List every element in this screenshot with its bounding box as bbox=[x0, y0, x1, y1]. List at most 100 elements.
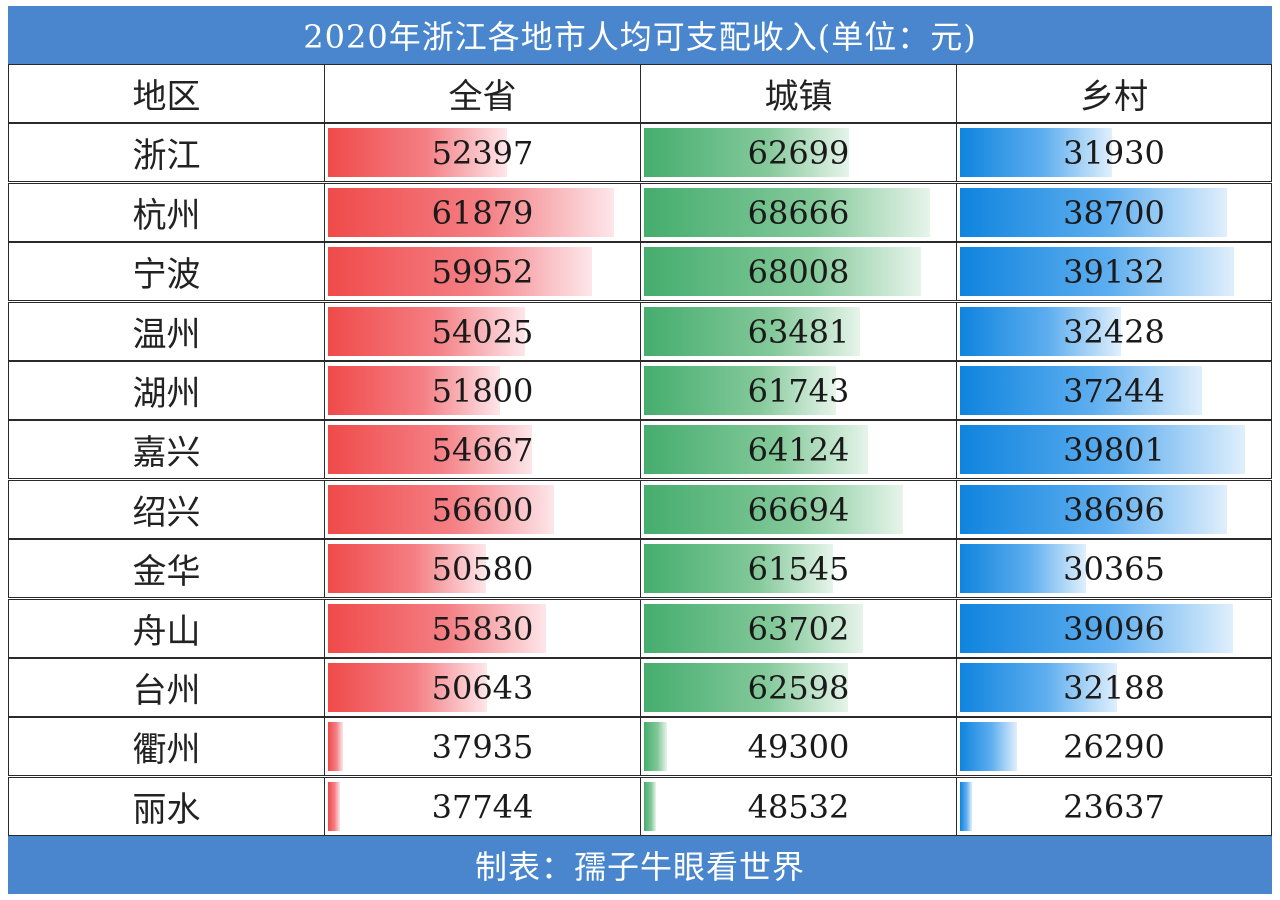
data-bar-urban bbox=[644, 663, 848, 712]
income-table-chart: 2020年浙江各地市人均可支配收入(单位：元) 地区 全省 城镇 乡村 浙江 52397 6… bbox=[8, 6, 1272, 894]
data-bar-rural bbox=[960, 604, 1233, 653]
data-cell-urban: 62598 bbox=[640, 658, 957, 717]
value-label-rural: 23637 bbox=[1063, 787, 1165, 826]
data-bar-rural bbox=[960, 307, 1121, 356]
data-bar-rural bbox=[960, 188, 1227, 237]
data-cell-rural: 39096 bbox=[956, 599, 1272, 658]
column-header-rural: 乡村 bbox=[956, 64, 1272, 123]
value-label-rural: 32428 bbox=[1063, 312, 1165, 351]
value-label-rural: 31930 bbox=[1063, 133, 1165, 172]
value-label-province: 59952 bbox=[431, 252, 534, 291]
data-bar-province bbox=[328, 544, 486, 593]
data-bar-urban bbox=[644, 128, 849, 177]
chart-footer: 制表：孺子牛眼看世界 bbox=[8, 836, 1272, 894]
value-label-rural: 26290 bbox=[1063, 727, 1165, 766]
value-label-province: 37935 bbox=[431, 727, 534, 766]
value-label-urban: 49300 bbox=[747, 727, 850, 766]
data-cell-province: 37744 bbox=[324, 777, 641, 836]
region-label: 嘉兴 bbox=[8, 420, 325, 479]
data-bar-province bbox=[328, 188, 614, 237]
data-cell-rural: 38700 bbox=[956, 183, 1272, 242]
region-label: 杭州 bbox=[8, 183, 325, 242]
data-bar-province bbox=[328, 307, 525, 356]
data-bar-rural bbox=[960, 722, 1017, 771]
column-header-region: 地区 bbox=[8, 64, 325, 123]
data-bar-rural bbox=[960, 782, 972, 831]
value-label-province: 54667 bbox=[431, 430, 534, 469]
data-bar-urban bbox=[644, 247, 921, 296]
data-cell-urban: 63702 bbox=[640, 599, 957, 658]
value-label-urban: 63702 bbox=[747, 609, 850, 648]
data-cell-province: 61879 bbox=[324, 183, 641, 242]
region-label: 衢州 bbox=[8, 717, 325, 776]
value-label-province: 55830 bbox=[431, 609, 534, 648]
region-label: 舟山 bbox=[8, 599, 325, 658]
data-bar-rural bbox=[960, 485, 1227, 534]
value-label-rural: 38696 bbox=[1063, 490, 1165, 529]
data-cell-urban: 68666 bbox=[640, 183, 957, 242]
value-label-rural: 30365 bbox=[1063, 549, 1165, 588]
value-label-urban: 68666 bbox=[747, 193, 850, 232]
data-cell-urban: 62699 bbox=[640, 123, 957, 182]
data-bar-urban bbox=[644, 188, 930, 237]
data-bar-urban bbox=[644, 425, 868, 474]
data-bar-urban bbox=[644, 307, 860, 356]
value-label-urban: 62598 bbox=[747, 668, 850, 707]
data-bar-province bbox=[328, 604, 546, 653]
data-cell-province: 59952 bbox=[324, 242, 641, 301]
data-cell-rural: 26290 bbox=[956, 717, 1272, 776]
data-bar-province bbox=[328, 366, 500, 415]
value-label-urban: 63481 bbox=[747, 312, 850, 351]
value-label-province: 50643 bbox=[431, 668, 534, 707]
data-bar-province bbox=[328, 663, 487, 712]
value-label-province: 37744 bbox=[431, 787, 534, 826]
data-cell-urban: 68008 bbox=[640, 242, 957, 301]
data-bar-urban bbox=[644, 544, 833, 593]
data-cell-province: 55830 bbox=[324, 599, 641, 658]
value-label-province: 51800 bbox=[431, 371, 534, 410]
value-label-urban: 48532 bbox=[747, 787, 850, 826]
data-bar-rural bbox=[960, 366, 1202, 415]
value-label-urban: 62699 bbox=[747, 133, 850, 172]
value-label-province: 61879 bbox=[431, 193, 534, 232]
data-bar-rural bbox=[960, 128, 1112, 177]
data-cell-rural: 30365 bbox=[956, 539, 1272, 598]
data-bar-province bbox=[328, 782, 340, 831]
data-cell-urban: 61545 bbox=[640, 539, 957, 598]
value-label-province: 54025 bbox=[431, 312, 534, 351]
data-table: 地区 全省 城镇 乡村 浙江 52397 62699 31930 杭州 61879 68666 387… bbox=[8, 64, 1272, 836]
chart-title: 2020年浙江各地市人均可支配收入(单位：元) bbox=[8, 6, 1272, 64]
region-label: 温州 bbox=[8, 302, 325, 361]
data-cell-urban: 48532 bbox=[640, 777, 957, 836]
data-cell-urban: 49300 bbox=[640, 717, 957, 776]
data-cell-rural: 38696 bbox=[956, 480, 1272, 539]
data-cell-province: 50580 bbox=[324, 539, 641, 598]
value-label-province: 50580 bbox=[431, 549, 534, 588]
data-bar-province bbox=[328, 128, 507, 177]
data-cell-rural: 32188 bbox=[956, 658, 1272, 717]
value-label-rural: 32188 bbox=[1063, 668, 1165, 707]
data-bar-province bbox=[328, 485, 554, 534]
data-cell-urban: 63481 bbox=[640, 302, 957, 361]
data-bar-urban bbox=[644, 485, 903, 534]
data-cell-rural: 37244 bbox=[956, 361, 1272, 420]
data-cell-rural: 39132 bbox=[956, 242, 1272, 301]
data-cell-province: 54025 bbox=[324, 302, 641, 361]
value-label-urban: 68008 bbox=[747, 252, 850, 291]
value-label-rural: 37244 bbox=[1063, 371, 1165, 410]
column-header-province: 全省 bbox=[324, 64, 641, 123]
data-bar-rural bbox=[960, 247, 1234, 296]
data-bar-rural bbox=[960, 425, 1245, 474]
value-label-urban: 66694 bbox=[747, 490, 850, 529]
data-cell-province: 54667 bbox=[324, 420, 641, 479]
value-label-rural: 39801 bbox=[1063, 430, 1165, 469]
region-label: 金华 bbox=[8, 539, 325, 598]
region-label: 宁波 bbox=[8, 242, 325, 301]
data-cell-province: 50643 bbox=[324, 658, 641, 717]
value-label-province: 52397 bbox=[431, 133, 534, 172]
region-label: 浙江 bbox=[8, 123, 325, 182]
region-label: 湖州 bbox=[8, 361, 325, 420]
value-label-province: 56600 bbox=[431, 490, 534, 529]
value-label-rural: 38700 bbox=[1063, 193, 1165, 232]
data-cell-province: 51800 bbox=[324, 361, 641, 420]
